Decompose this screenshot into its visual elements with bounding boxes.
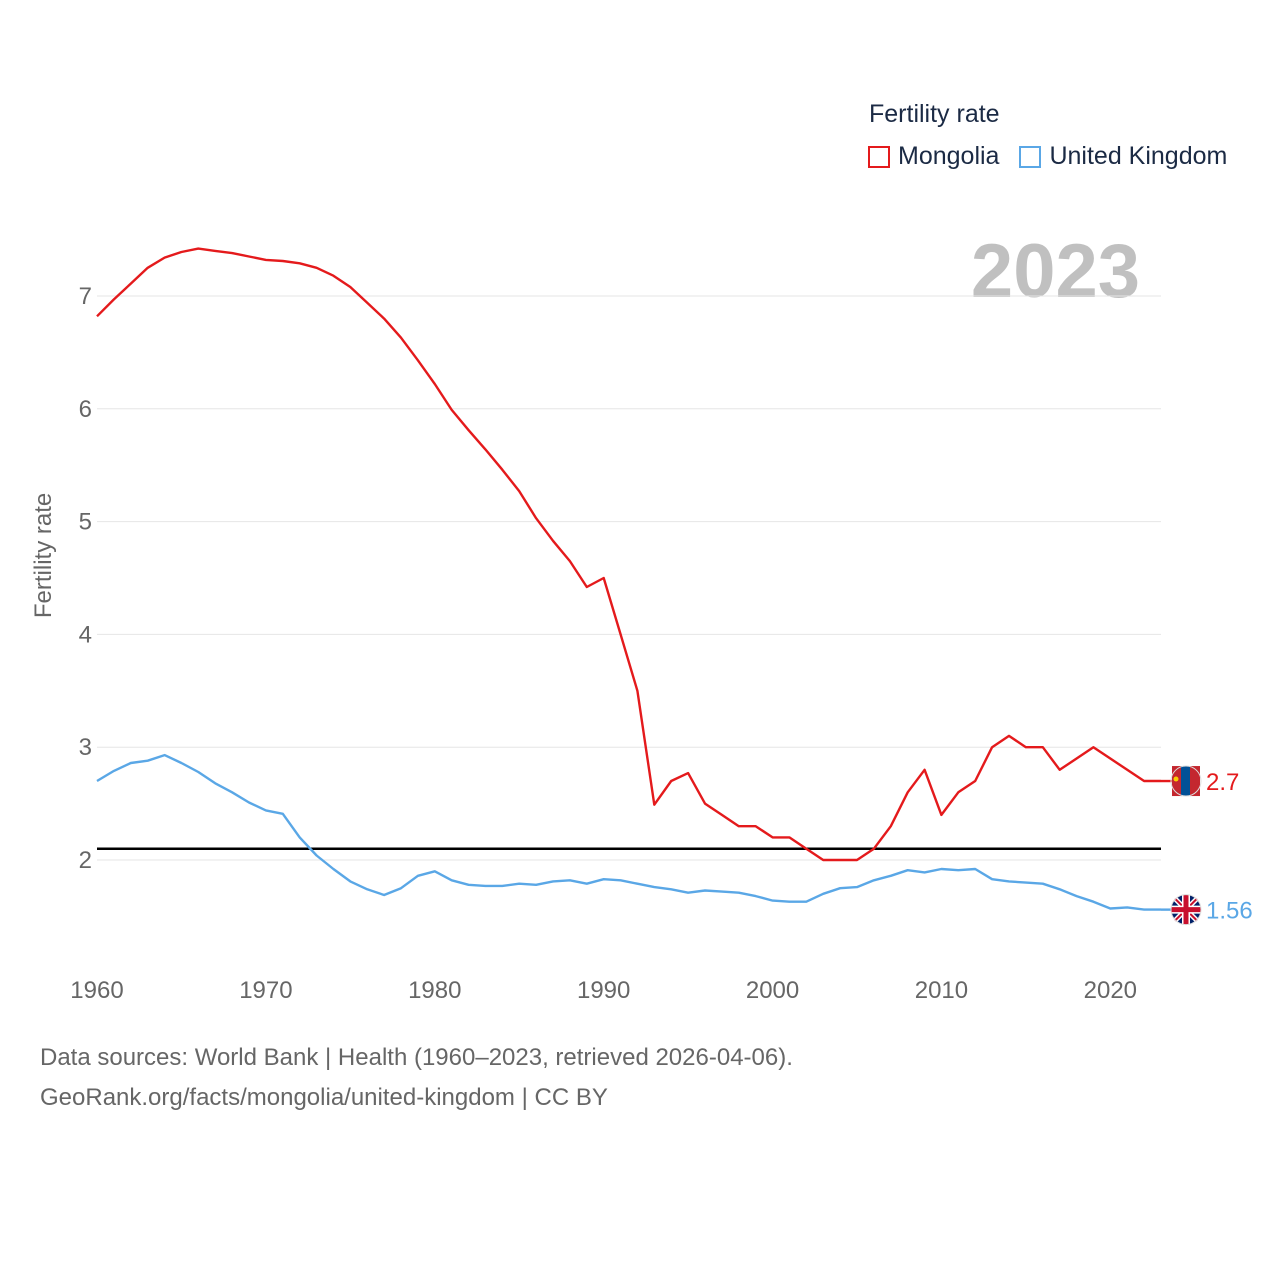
footer-attribution[interactable]: GeoRank.org/facts/mongolia/united-kingdo…	[40, 1084, 608, 1111]
legend-swatch-united-kingdom	[1019, 145, 1042, 168]
legend: Mongolia United Kingdom	[868, 142, 1247, 171]
series-line-united-kingdom	[96, 753, 1161, 911]
x-tick-label: 2020	[1084, 977, 1137, 1004]
legend-label-mongolia: Mongolia	[898, 142, 1000, 170]
legend-label-united-kingdom: United Kingdom	[1049, 142, 1228, 170]
legend-item-united-kingdom[interactable]: United Kingdom	[1019, 142, 1227, 171]
legend-title: Fertility rate	[869, 100, 1000, 128]
legend-item-mongolia[interactable]: Mongolia	[868, 142, 999, 171]
y-tick-label: 3	[79, 734, 92, 761]
y-tick-label: 2	[79, 847, 92, 874]
flag-stripe-center	[1181, 766, 1191, 797]
x-tick-label: 2010	[915, 977, 968, 1004]
footer-sources: Data sources: World Bank | Health (1960–…	[40, 1044, 793, 1071]
x-tick-label: 1960	[70, 977, 123, 1004]
y-tick-label: 5	[79, 509, 92, 536]
flag-stripe-right	[1190, 766, 1200, 797]
x-tick-label: 1980	[408, 977, 461, 1004]
flag-cross-red-v	[1183, 894, 1189, 925]
series-line-mongolia	[96, 247, 1161, 862]
y-axis-label: Fertility rate	[30, 493, 57, 618]
flag-border	[1170, 765, 1202, 797]
x-tick-label: 2000	[746, 977, 799, 1004]
x-tick-label: 1990	[577, 977, 630, 1004]
flag-border	[1170, 894, 1202, 926]
y-tick-label: 4	[79, 621, 92, 648]
series-end-label-mongolia: 2.7	[1206, 769, 1239, 796]
series-end-label-united-kingdom: 1.56	[1206, 898, 1253, 925]
legend-swatch-mongolia	[868, 145, 890, 168]
y-tick-label: 6	[79, 396, 92, 423]
year-label: 2023	[970, 229, 1140, 314]
y-tick-label: 7	[79, 283, 92, 310]
flag-soyombo-icon	[1173, 776, 1179, 782]
x-tick-label: 1970	[239, 977, 292, 1004]
